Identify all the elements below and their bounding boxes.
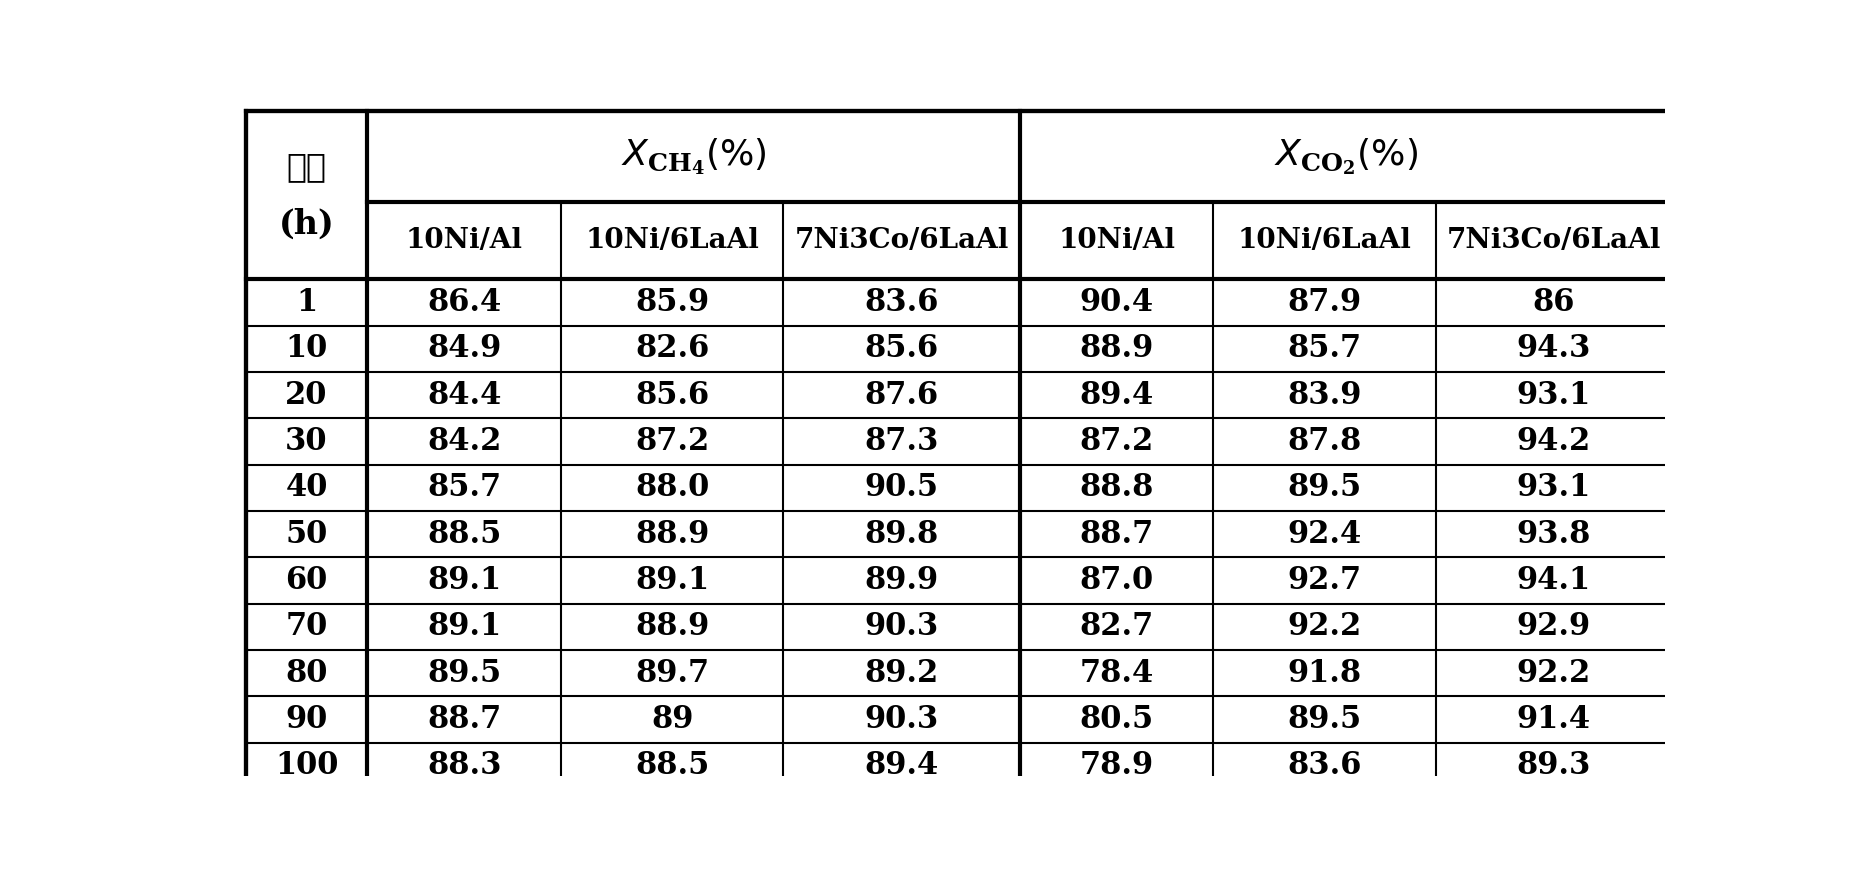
Text: 10Ni/6LaAl: 10Ni/6LaAl [585,227,758,254]
Text: 88.7: 88.7 [1079,519,1154,549]
Text: 88.9: 88.9 [635,519,709,549]
Text: 91.8: 91.8 [1288,657,1362,689]
Text: 89.2: 89.2 [864,657,938,689]
Text: 84.4: 84.4 [427,379,501,411]
Text: 78.9: 78.9 [1080,750,1154,781]
Text: 82.6: 82.6 [635,333,709,364]
Text: (h): (h) [279,208,335,241]
Text: 92.2: 92.2 [1517,657,1591,689]
Text: 93.8: 93.8 [1517,519,1591,549]
Text: 90: 90 [285,704,327,735]
Text: 89.7: 89.7 [635,657,709,689]
Text: 89.1: 89.1 [635,565,709,596]
Text: 85.7: 85.7 [427,473,501,503]
Text: 10Ni/Al: 10Ni/Al [405,227,524,254]
Text: 84.2: 84.2 [427,426,501,457]
Text: 89.5: 89.5 [1288,473,1362,503]
Text: 92.4: 92.4 [1288,519,1362,549]
Text: 88.9: 88.9 [635,611,709,642]
Text: 89.8: 89.8 [864,519,938,549]
Text: 1: 1 [296,287,316,318]
Text: $X_{\mathregular{CO_2}}(\%)$: $X_{\mathregular{CO_2}}(\%)$ [1275,136,1417,177]
Text: 94.2: 94.2 [1517,426,1591,457]
Text: 90.5: 90.5 [864,473,938,503]
Text: 92.7: 92.7 [1288,565,1362,596]
Text: 93.1: 93.1 [1517,473,1591,503]
Text: 92.2: 92.2 [1288,611,1362,642]
Text: 86: 86 [1532,287,1574,318]
Text: 87.2: 87.2 [635,426,709,457]
Text: 87.0: 87.0 [1080,565,1154,596]
Text: 88.5: 88.5 [427,519,501,549]
Text: 85.6: 85.6 [864,333,938,364]
Text: 60: 60 [285,565,327,596]
Text: 89.4: 89.4 [1079,379,1154,411]
Text: 84.9: 84.9 [427,333,501,364]
Text: 100: 100 [276,750,339,781]
Text: 87.6: 87.6 [864,379,938,411]
Text: 85.7: 85.7 [1288,333,1362,364]
Text: 10Ni/6LaAl: 10Ni/6LaAl [1238,227,1412,254]
Text: 87.2: 87.2 [1079,426,1154,457]
Text: 83.6: 83.6 [1288,750,1362,781]
Text: 82.7: 82.7 [1079,611,1154,642]
Text: 80.5: 80.5 [1080,704,1154,735]
Text: 85.6: 85.6 [635,379,709,411]
Text: 88.7: 88.7 [427,704,501,735]
Text: 89.9: 89.9 [864,565,938,596]
Text: 93.1: 93.1 [1517,379,1591,411]
Text: 83.6: 83.6 [864,287,938,318]
Text: 88.8: 88.8 [1079,473,1154,503]
Text: 时间: 时间 [287,150,326,183]
Text: 10Ni/Al: 10Ni/Al [1058,227,1175,254]
Text: 30: 30 [285,426,327,457]
Text: 50: 50 [285,519,327,549]
Text: 86.4: 86.4 [427,287,501,318]
Text: 87.3: 87.3 [864,426,938,457]
Text: 89.1: 89.1 [427,611,501,642]
Text: 89.4: 89.4 [864,750,938,781]
Text: 87.9: 87.9 [1288,287,1362,318]
Text: 94.3: 94.3 [1517,333,1591,364]
Text: 88.3: 88.3 [427,750,501,781]
Text: 94.1: 94.1 [1517,565,1591,596]
Text: 89.5: 89.5 [1288,704,1362,735]
Text: 89: 89 [651,704,694,735]
Text: 78.4: 78.4 [1079,657,1154,689]
Text: 89.1: 89.1 [427,565,501,596]
Text: 90.4: 90.4 [1080,287,1154,318]
Text: 90.3: 90.3 [864,704,938,735]
Text: 7Ni3Co/6LaAl: 7Ni3Co/6LaAl [794,227,1008,254]
Text: 40: 40 [285,473,327,503]
Text: 85.9: 85.9 [635,287,709,318]
Text: 10: 10 [285,333,327,364]
Text: 70: 70 [285,611,327,642]
Text: 7Ni3Co/6LaAl: 7Ni3Co/6LaAl [1447,227,1661,254]
Text: 89.3: 89.3 [1517,750,1591,781]
Text: 92.9: 92.9 [1517,611,1591,642]
Text: 83.9: 83.9 [1288,379,1362,411]
Text: 88.5: 88.5 [635,750,709,781]
Text: 89.5: 89.5 [427,657,501,689]
Text: 88.9: 88.9 [1079,333,1154,364]
Text: 88.0: 88.0 [635,473,709,503]
Text: 87.8: 87.8 [1288,426,1362,457]
Text: $X_{\mathregular{CH_4}}(\%)$: $X_{\mathregular{CH_4}}(\%)$ [622,136,766,177]
Text: 91.4: 91.4 [1517,704,1591,735]
Text: 90.3: 90.3 [864,611,938,642]
Text: 80: 80 [285,657,327,689]
Text: 20: 20 [285,379,327,411]
